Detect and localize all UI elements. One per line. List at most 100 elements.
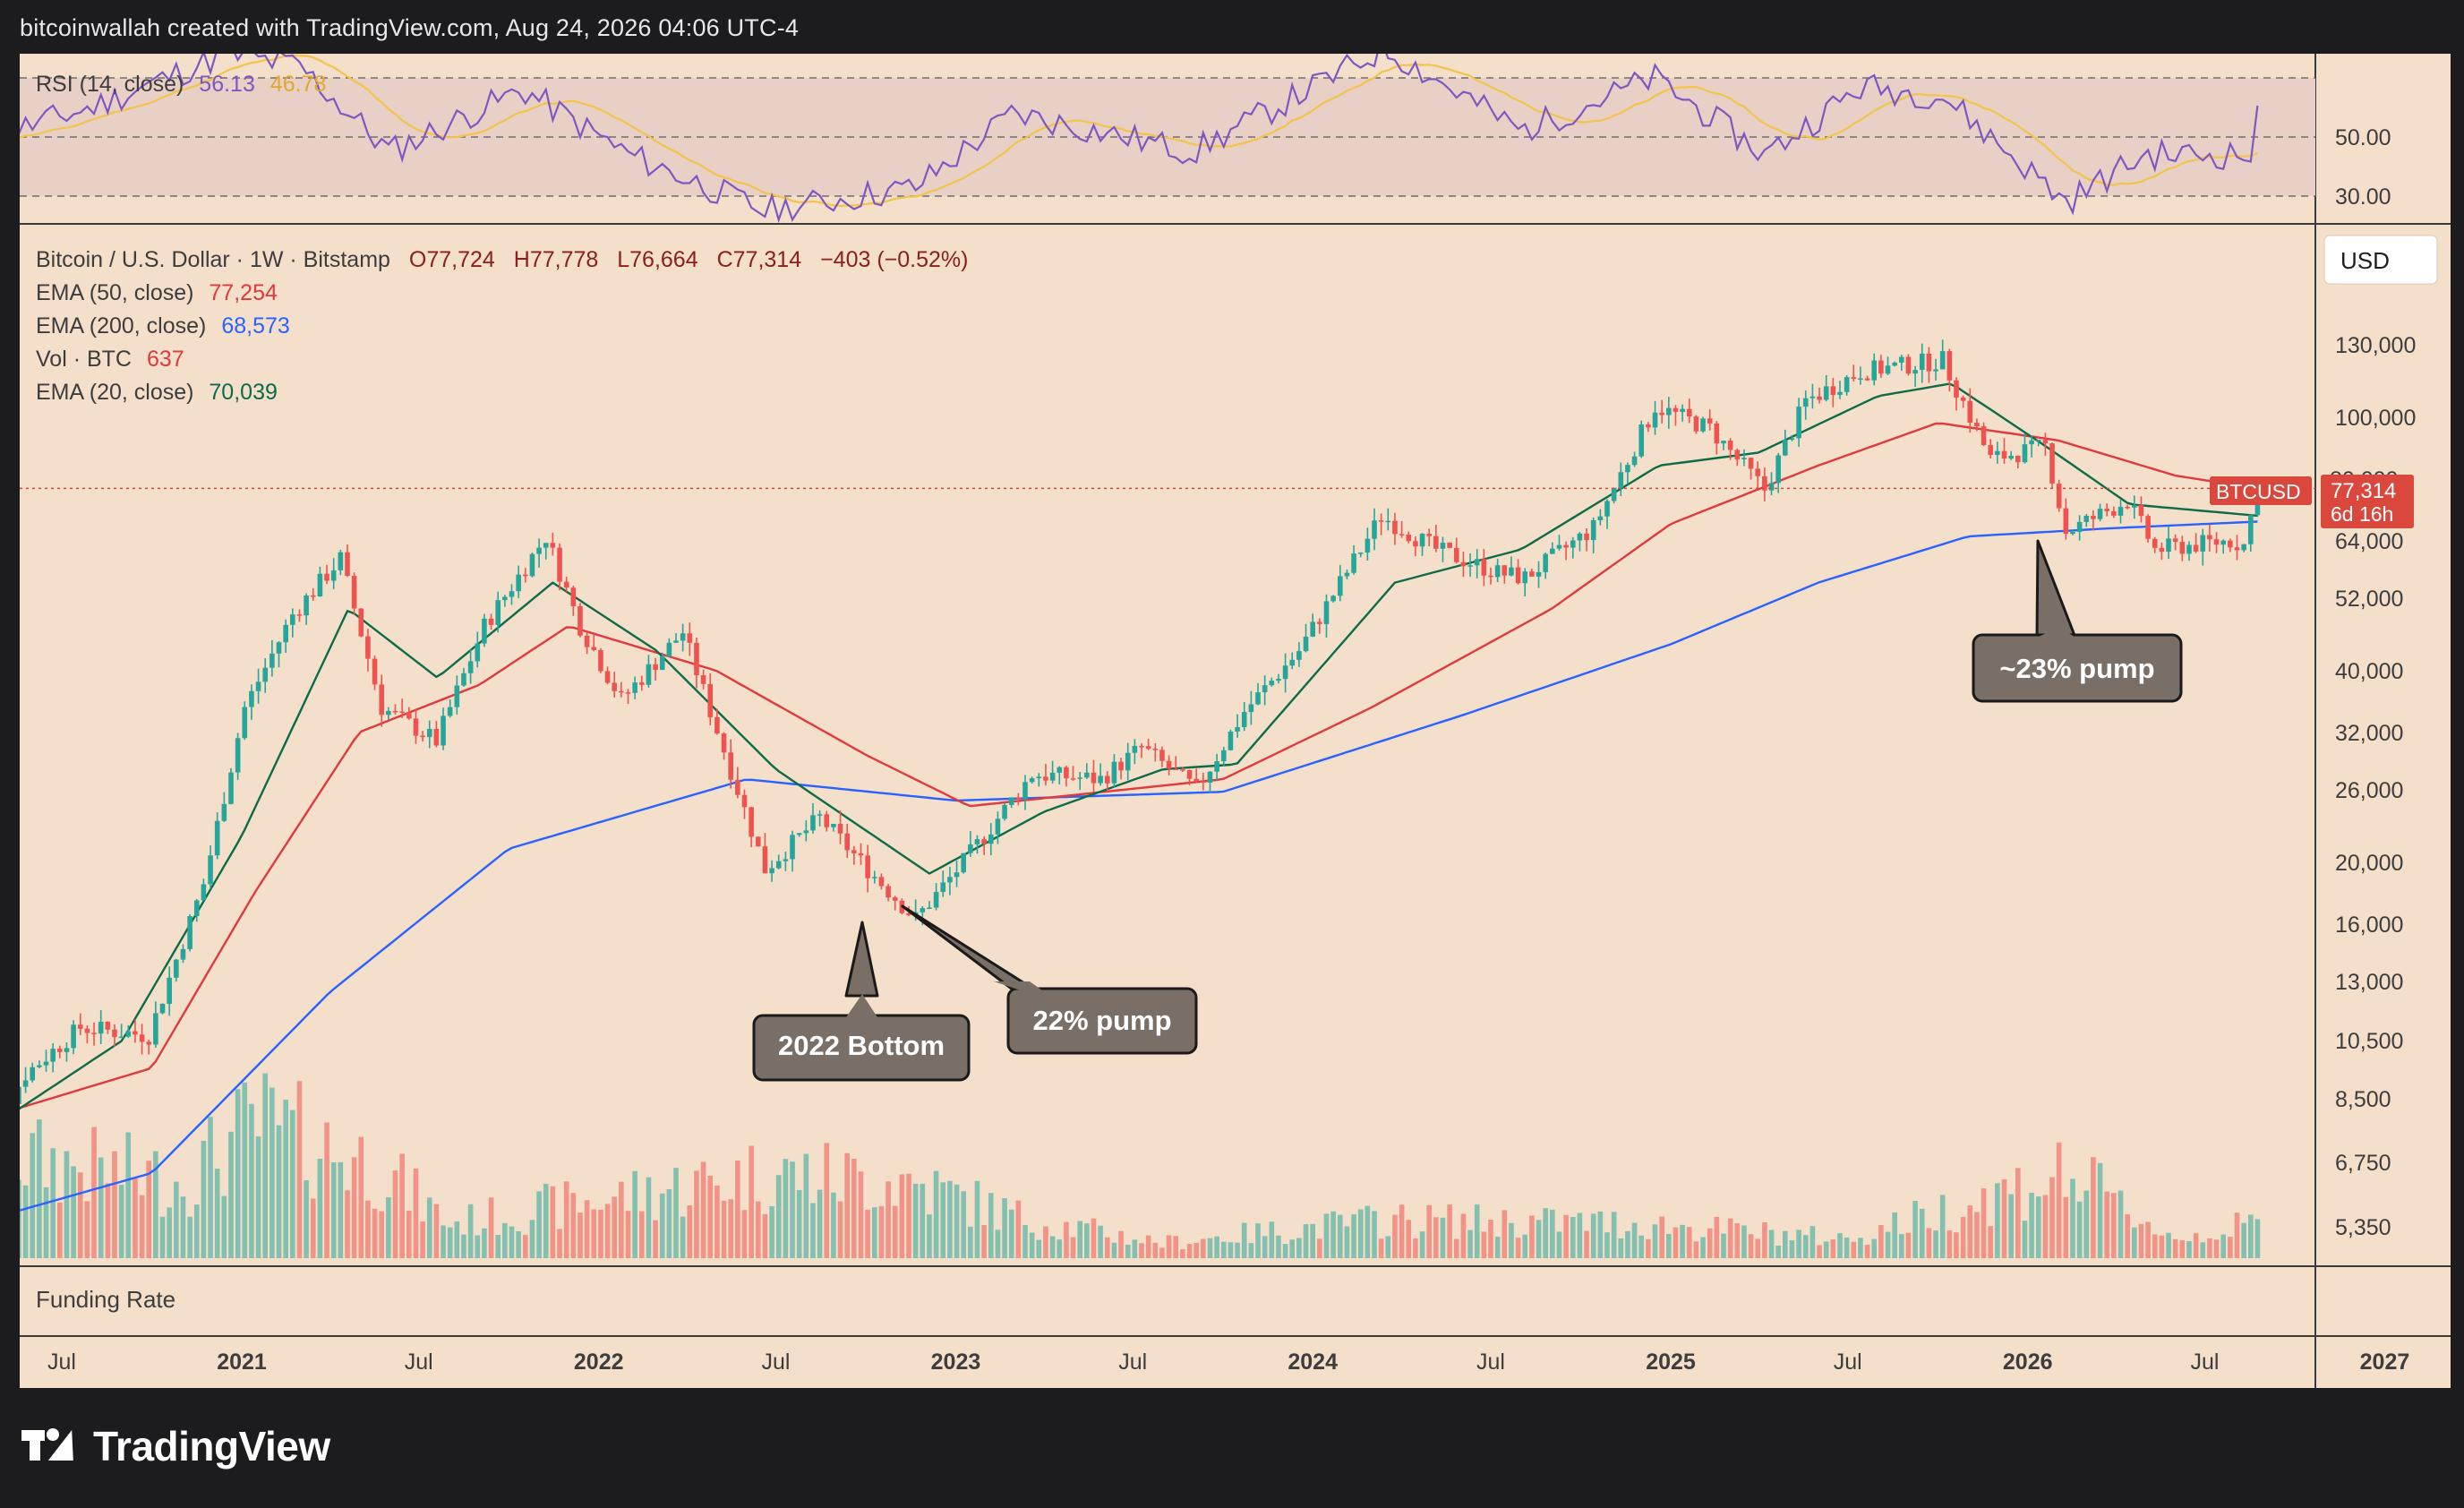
- candle-body: [892, 897, 898, 901]
- candle-body: [1631, 456, 1638, 466]
- candle: [43, 1050, 49, 1072]
- candle-body: [1159, 750, 1165, 761]
- candle: [1680, 404, 1685, 422]
- annotation-text: ~23% pump: [1999, 653, 2154, 684]
- currency-button[interactable]: USD: [2323, 235, 2438, 285]
- candle-body: [91, 1032, 97, 1034]
- candle-body: [1015, 797, 1022, 800]
- candle-body: [1700, 418, 1706, 432]
- volume-bar: [775, 1175, 782, 1258]
- candle-body: [2008, 455, 2014, 459]
- price-axis-label: 16,000: [2335, 913, 2403, 938]
- candle-body: [2159, 547, 2165, 553]
- ema20-label: EMA (20, close): [36, 380, 193, 405]
- candle: [1871, 353, 1878, 386]
- time-axis-label: 2026: [2003, 1349, 2053, 1375]
- candle-body: [1851, 377, 1857, 379]
- candle-body: [1892, 362, 1897, 366]
- volume-bar: [1282, 1244, 1288, 1258]
- candle: [1522, 568, 1528, 597]
- volume-bar: [310, 1198, 316, 1258]
- candle-body: [1597, 516, 1604, 520]
- candle: [2049, 442, 2055, 489]
- volume-bar: [3, 1108, 8, 1258]
- volume-bar: [2207, 1238, 2212, 1258]
- candle-body: [653, 664, 658, 671]
- candle-body: [1618, 472, 1624, 488]
- volume-bar: [338, 1161, 344, 1258]
- candle: [584, 631, 590, 655]
- candle-body: [591, 647, 597, 650]
- candle-body: [1659, 412, 1664, 416]
- candle-body: [255, 681, 261, 691]
- candle-body: [208, 855, 213, 885]
- candle: [0, 1114, 1, 1135]
- candle-body: [270, 653, 275, 668]
- volume-bar: [578, 1212, 583, 1258]
- candle-body: [824, 814, 830, 827]
- candle-body: [1091, 772, 1097, 784]
- volume-bar: [755, 1201, 761, 1258]
- ema20-value: 70,039: [209, 380, 277, 405]
- candle: [276, 641, 282, 668]
- volume-bar: [324, 1122, 329, 1258]
- candle: [1974, 418, 1980, 432]
- candle: [310, 587, 316, 601]
- candle-body: [2022, 444, 2028, 463]
- candle: [871, 870, 877, 884]
- ohlc-change: −403 (−0.52%): [820, 247, 968, 272]
- candle-body: [71, 1024, 76, 1049]
- rsi-axis-label: 30.00: [2335, 184, 2391, 210]
- candle: [1789, 434, 1795, 441]
- candle: [762, 833, 768, 874]
- volume-bar: [968, 1226, 973, 1258]
- volume-value: 637: [147, 347, 184, 372]
- candle: [1741, 449, 1747, 467]
- candle-body: [646, 664, 652, 685]
- candle: [1926, 347, 1932, 383]
- candle-body: [1433, 536, 1439, 549]
- ema50-value: 77,254: [209, 280, 278, 305]
- candle-body: [2145, 516, 2151, 539]
- candle: [64, 1042, 70, 1062]
- candle-body: [837, 823, 843, 834]
- volume-bar: [2125, 1214, 2130, 1258]
- volume-bar: [187, 1216, 192, 1258]
- candle-body: [1289, 659, 1296, 666]
- volume-bar: [495, 1234, 501, 1258]
- candle-body: [43, 1061, 49, 1066]
- candle-body: [2247, 515, 2254, 544]
- candle: [1734, 448, 1741, 467]
- candle-body: [1933, 369, 1938, 372]
- volume-bar: [1276, 1235, 1281, 1258]
- candle-body: [2083, 515, 2090, 522]
- candle: [1686, 398, 1692, 424]
- time-axis-label: 2025: [1646, 1349, 1696, 1375]
- candle-body: [1680, 408, 1685, 412]
- candle-body: [1022, 782, 1028, 800]
- candle-body: [721, 733, 727, 753]
- candle-body: [426, 728, 432, 738]
- candle: [1673, 405, 1679, 426]
- candle-body: [995, 818, 1001, 835]
- candle-body: [447, 707, 453, 716]
- candle: [940, 870, 946, 897]
- currency-button-label[interactable]: USD: [2340, 247, 2390, 274]
- candle-body: [940, 882, 946, 893]
- candle-body: [1721, 441, 1726, 444]
- candle: [98, 1009, 104, 1044]
- volume-bar: [707, 1175, 714, 1258]
- currency-button-bg[interactable]: [2323, 235, 2438, 285]
- candle: [612, 672, 618, 698]
- candle: [1584, 527, 1589, 552]
- candle: [1337, 564, 1343, 602]
- candle-body: [413, 718, 419, 736]
- candle-body: [1830, 386, 1836, 395]
- candle-body: [2200, 535, 2206, 552]
- candle-body: [796, 833, 802, 835]
- candle: [9, 1098, 14, 1127]
- volume-bar: [961, 1191, 966, 1258]
- candle: [646, 655, 652, 688]
- volume-bar: [1864, 1245, 1870, 1258]
- volume-bar: [112, 1151, 117, 1258]
